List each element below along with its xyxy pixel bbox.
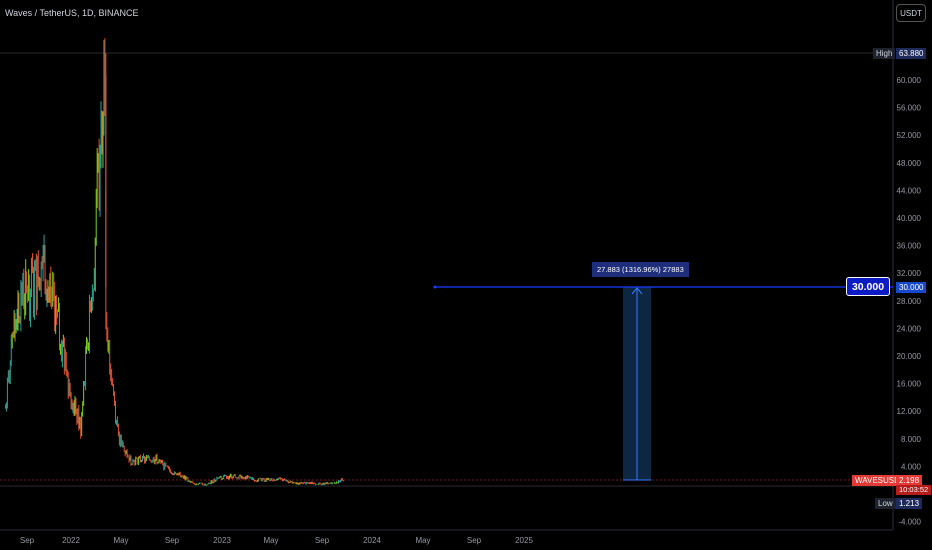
measure-arrow-head bbox=[631, 287, 643, 295]
price-tick-label: 60.000 bbox=[897, 76, 922, 85]
price-axis[interactable]: 60.000 56.000 52.000 48.000 44.000 40.000 36.0… bbox=[897, 76, 922, 527]
symbol-label: WAVESUSDT bbox=[852, 475, 908, 486]
price-tick-label: 48.000 bbox=[897, 159, 922, 168]
time-tick-label: May bbox=[263, 536, 278, 545]
target-price-label[interactable]: 30.000 bbox=[846, 277, 890, 296]
price-tick-label: 8.000 bbox=[901, 435, 922, 444]
bar-countdown: 10:03:52 bbox=[896, 485, 932, 495]
price-tick-label: 40.000 bbox=[897, 214, 922, 223]
time-axis[interactable]: Sep 2022 May Sep 2023 May Sep 2024 May Sep 2025 bbox=[20, 536, 534, 545]
time-tick-label: 2023 bbox=[213, 536, 231, 545]
price-tick-label: 24.000 bbox=[897, 324, 922, 333]
high-value: 63.880 bbox=[896, 48, 927, 59]
time-tick-label: 2024 bbox=[363, 536, 381, 545]
high-label: High bbox=[873, 48, 896, 59]
time-tick-label: May bbox=[415, 536, 430, 545]
price-tick-label: 52.000 bbox=[897, 131, 922, 140]
price-tick-label: 20.000 bbox=[897, 352, 922, 361]
target-price-axis-label: 30.000 bbox=[896, 282, 927, 293]
target-line-anchor[interactable] bbox=[433, 285, 437, 289]
time-tick-label: Sep bbox=[467, 536, 482, 545]
price-tick-label: 12.000 bbox=[897, 407, 922, 416]
time-tick-label: May bbox=[113, 536, 128, 545]
time-tick-label: Sep bbox=[315, 536, 330, 545]
currency-button[interactable]: USDT bbox=[896, 4, 926, 22]
price-tick-label: 56.000 bbox=[897, 104, 922, 113]
price-tick-label: 28.000 bbox=[897, 297, 922, 306]
time-tick-label: 2025 bbox=[515, 536, 533, 545]
time-tick-label: Sep bbox=[165, 536, 180, 545]
price-tick-label: 44.000 bbox=[897, 186, 922, 195]
low-value: 1.213 bbox=[896, 498, 923, 509]
time-tick-label: 2022 bbox=[62, 536, 80, 545]
candle-series bbox=[4, 38, 344, 486]
price-tick-label: -4.000 bbox=[898, 518, 921, 527]
time-tick-label: Sep bbox=[20, 536, 35, 545]
chart-title: Waves / TetherUS, 1D, BINANCE bbox=[5, 8, 139, 18]
last-price-value: 2.198 bbox=[896, 475, 923, 486]
low-label: Low bbox=[875, 498, 896, 509]
price-tick-label: 32.000 bbox=[897, 269, 922, 278]
price-tick-label: 16.000 bbox=[897, 380, 922, 389]
price-tick-label: 36.000 bbox=[897, 242, 922, 251]
price-tick-label: 4.000 bbox=[901, 462, 922, 471]
measure-readout: 27.883 (1316.96%) 27883 bbox=[592, 262, 689, 277]
